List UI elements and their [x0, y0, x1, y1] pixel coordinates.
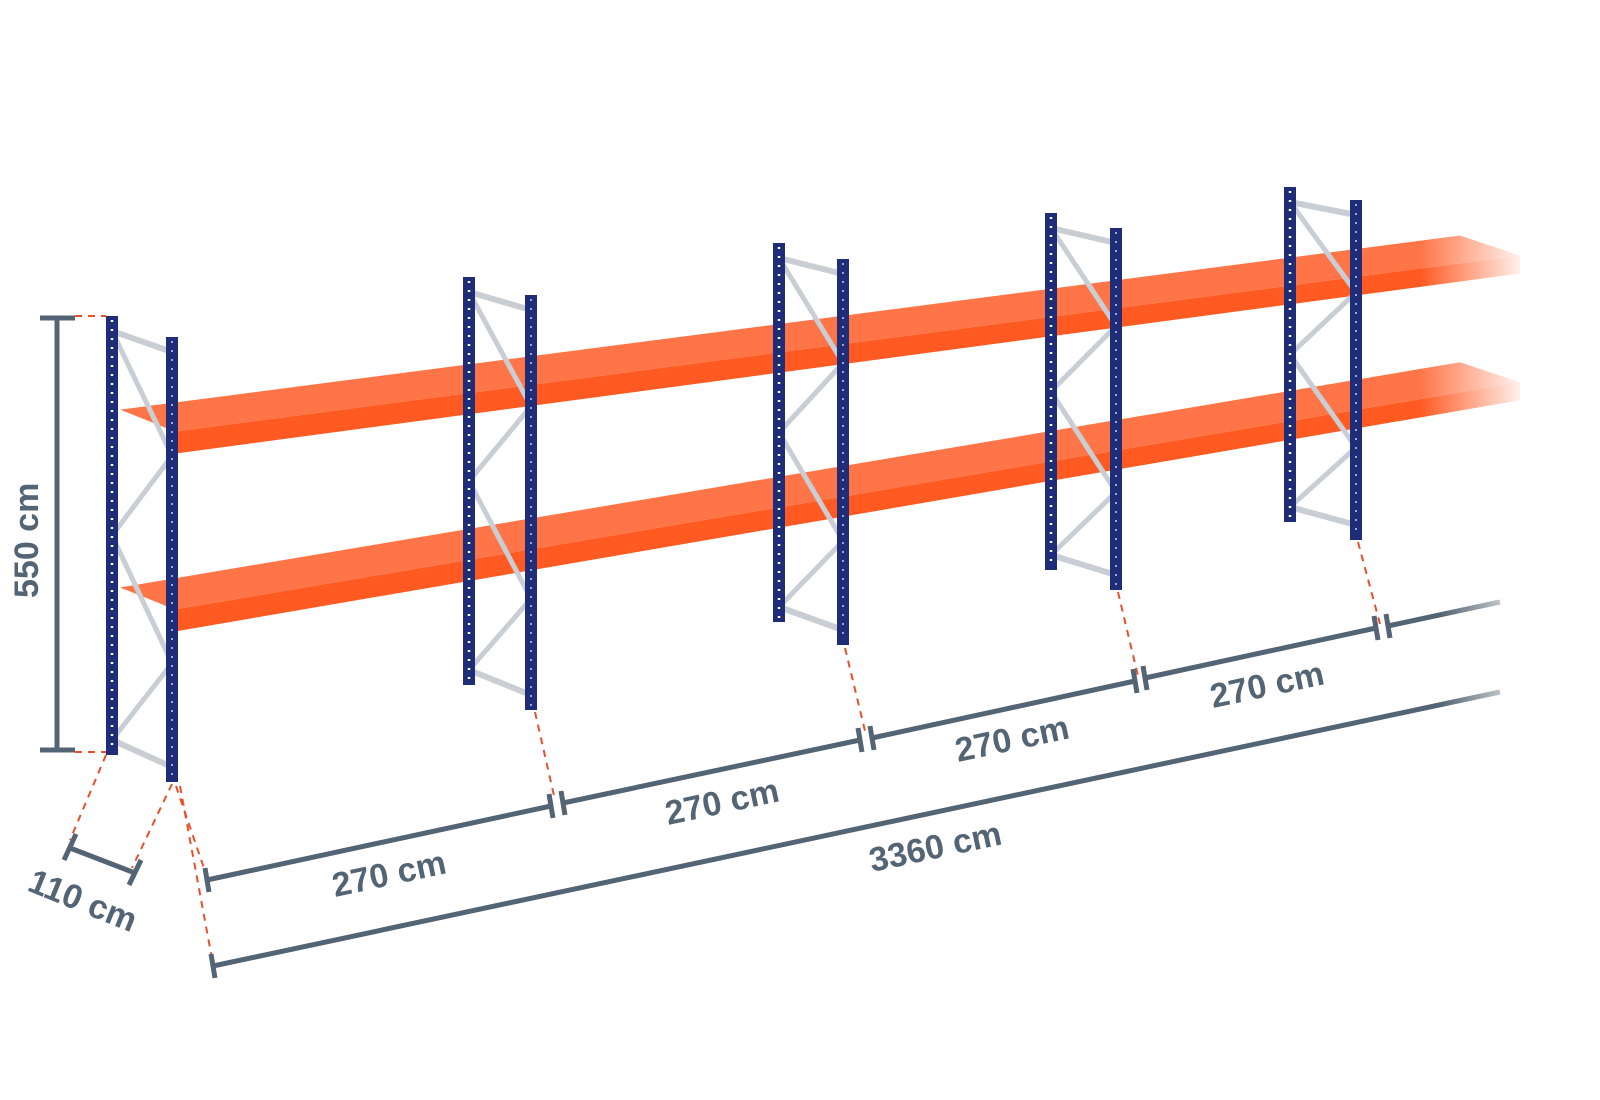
diagonal-brace	[1049, 324, 1118, 394]
bay-tick	[1371, 615, 1381, 641]
diagonal-brace	[776, 256, 846, 365]
bay-width-label-4: 270 cm	[1207, 655, 1328, 716]
guide-dash-line	[1117, 591, 1139, 677]
depth-tick	[61, 832, 79, 862]
upright-frames	[106, 187, 1362, 782]
diagonal-brace	[1048, 226, 1119, 328]
diagonal-brace	[467, 597, 533, 672]
bay-dimension-line	[1144, 625, 1377, 681]
back-upright	[106, 316, 118, 755]
horizontal-brace	[111, 328, 173, 355]
guide-dashes	[69, 315, 1381, 976]
diagonal-brace	[110, 454, 174, 538]
horizontal-brace	[777, 604, 845, 633]
back-upright	[773, 243, 785, 622]
horizontal-brace	[1050, 552, 1117, 578]
horizontal-brace	[468, 289, 532, 313]
bay-tick	[1383, 613, 1393, 639]
diagonal-brace	[1288, 445, 1358, 509]
horizontal-brace	[110, 737, 174, 770]
bay-width-label-1: 270 cm	[329, 844, 450, 905]
front-upright	[525, 295, 537, 710]
guide-dash-line	[534, 711, 556, 801]
front-upright	[166, 337, 178, 782]
diagonal-brace	[109, 329, 175, 457]
horizontal-brace	[1289, 504, 1357, 528]
bay-tick	[855, 727, 865, 753]
shelf-levels	[120, 235, 1520, 632]
diagonal-brace	[1287, 353, 1359, 449]
bay-dimension-line	[871, 678, 1136, 741]
depth-label: 110 cm	[23, 862, 142, 940]
diagonal-brace	[1288, 290, 1358, 357]
bay-tick	[202, 867, 212, 893]
diagonal-brace	[776, 431, 846, 543]
bay-dimension-line	[562, 737, 861, 806]
bay-tick	[546, 793, 556, 819]
bay-tick	[558, 790, 568, 816]
diagonal-brace	[777, 539, 845, 609]
front-upright	[1110, 228, 1122, 590]
diagonal-brace	[1287, 200, 1359, 294]
total-length-tick	[208, 953, 218, 979]
horizontal-brace	[778, 255, 844, 277]
height-label: 550 cm	[8, 483, 46, 598]
horizontal-brace	[1050, 225, 1117, 246]
bay-tick	[1130, 668, 1140, 694]
bay-tick	[1140, 665, 1150, 691]
guide-dash-line	[175, 785, 209, 881]
diagonal-brace	[110, 661, 174, 742]
total-length-dimension-line	[212, 689, 1501, 969]
diagonal-brace	[1049, 490, 1118, 557]
diagonal-brace	[109, 534, 175, 665]
front-upright	[1350, 200, 1362, 540]
guide-dash-line	[131, 783, 173, 869]
horizontal-brace	[467, 667, 533, 698]
diagonal-brace	[466, 479, 534, 600]
back-upright	[1045, 213, 1057, 570]
diagonal-brace	[1048, 390, 1119, 494]
guide-dash-line	[179, 785, 216, 976]
bay-dimension-line	[206, 803, 552, 883]
diagonal-brace	[467, 404, 533, 483]
horizontal-brace	[1289, 199, 1357, 218]
bay-tick	[867, 725, 877, 751]
dimension-lines	[40, 315, 1501, 979]
fade-overlay-dims	[1440, 560, 1540, 740]
bay-width-label-2: 270 cm	[662, 772, 783, 833]
guide-dash-line	[1357, 541, 1381, 625]
diagonal-brace	[466, 290, 534, 408]
depth-tick	[126, 858, 144, 887]
diagonal-brace	[777, 361, 845, 435]
guide-dash-line	[844, 647, 867, 736]
guide-dash-line	[69, 754, 107, 841]
depth-dimension-line	[69, 845, 136, 876]
